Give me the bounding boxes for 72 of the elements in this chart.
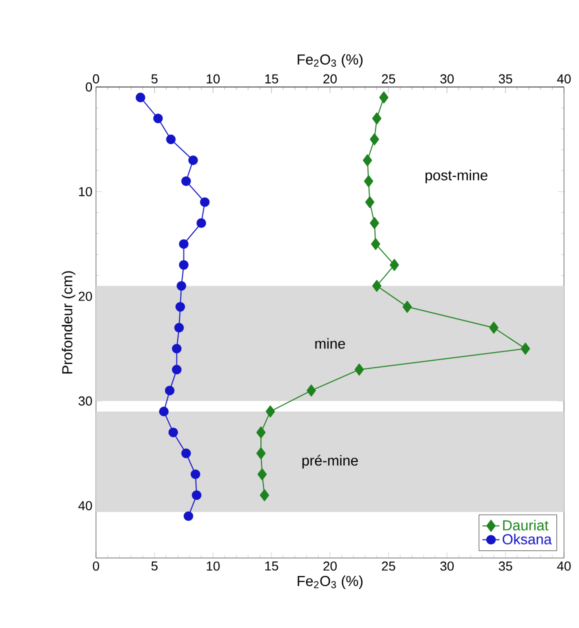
x2-tick-label: 5 xyxy=(151,74,158,84)
point xyxy=(379,91,388,104)
annotation: post-mine xyxy=(426,170,488,184)
point xyxy=(200,197,210,207)
y-tick-label: 0 xyxy=(86,82,92,92)
point xyxy=(196,218,206,228)
point xyxy=(402,300,412,313)
point xyxy=(190,469,200,480)
point xyxy=(306,384,316,397)
point xyxy=(175,302,186,312)
x2-tick-label: 25 xyxy=(382,74,396,84)
point xyxy=(258,468,267,480)
y-tick-label: 10 xyxy=(79,187,92,196)
band-label: mine xyxy=(315,338,346,349)
x2-tick-label: 35 xyxy=(498,74,512,84)
point xyxy=(172,344,182,354)
x-axis-title: Fe$_{2}$O$_{3}$ (%) xyxy=(298,576,363,589)
x-tick-label: 40 xyxy=(557,562,571,571)
point xyxy=(370,217,380,230)
point xyxy=(370,133,380,146)
point xyxy=(266,405,275,418)
point xyxy=(181,448,191,458)
point xyxy=(256,426,266,438)
x2-tick-label: 15 xyxy=(265,74,278,84)
point xyxy=(371,238,380,250)
point xyxy=(184,511,194,521)
point xyxy=(390,258,399,271)
point xyxy=(364,175,374,188)
point xyxy=(372,112,382,124)
point xyxy=(489,322,498,334)
band-label: pré-mine xyxy=(302,454,358,469)
y-tick-label: 30 xyxy=(78,396,92,406)
legend-label: Dauriat xyxy=(503,520,548,530)
x-tick-label: 10 xyxy=(206,562,220,571)
x2-tick-label: 40 xyxy=(557,74,571,84)
point xyxy=(178,239,189,249)
x-tick-label: 25 xyxy=(382,562,396,571)
point xyxy=(178,260,189,270)
point xyxy=(192,490,202,500)
x-tick-label: 0 xyxy=(92,562,100,571)
point xyxy=(520,342,530,355)
x-tick-label: 30 xyxy=(440,562,454,571)
point xyxy=(168,428,178,438)
y-tick-label: 20 xyxy=(78,292,92,301)
point xyxy=(256,447,266,460)
point xyxy=(188,155,198,166)
x-tick-label: 15 xyxy=(265,562,278,571)
x2-tick-label: 30 xyxy=(440,74,454,84)
point xyxy=(164,386,175,396)
point xyxy=(176,281,186,291)
point xyxy=(362,154,372,166)
point xyxy=(153,114,163,124)
x-tick-label: 20 xyxy=(323,562,337,571)
point xyxy=(136,92,146,102)
point xyxy=(159,406,169,416)
point xyxy=(354,364,364,376)
point xyxy=(260,489,270,502)
x2-axis-title: Fe$_{2}$O$_{3}$ (%) xyxy=(298,54,363,68)
x2-tick-label: 20 xyxy=(323,74,337,84)
x-tick-label: 35 xyxy=(498,562,512,571)
legend-label: Oksana xyxy=(502,534,552,544)
point xyxy=(372,280,382,292)
x2-tick-label: 0 xyxy=(92,74,100,84)
point xyxy=(365,196,374,208)
point xyxy=(166,134,176,144)
point xyxy=(181,176,191,186)
point xyxy=(174,322,184,333)
y-tick-label: 40 xyxy=(78,501,92,510)
point xyxy=(172,364,182,374)
x2-tick-label: 10 xyxy=(206,74,220,84)
y-axis-title: Profondeur (cm) xyxy=(62,271,76,374)
x-tick-label: 5 xyxy=(151,562,158,571)
